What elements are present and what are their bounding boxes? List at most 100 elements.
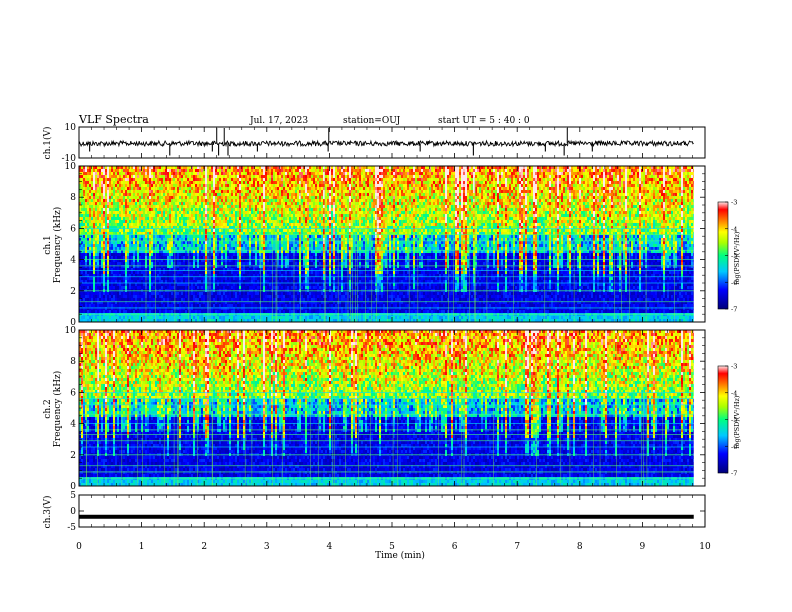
ch1-spectrogram-cell xyxy=(129,250,132,254)
ch1-spectrogram-cell xyxy=(147,301,150,305)
ch1-spectrogram-cell xyxy=(155,277,158,281)
ch1-spectrogram-cell xyxy=(159,235,162,239)
ch1-spectrogram-cell xyxy=(203,196,206,200)
ch1-spectrogram-cell xyxy=(245,316,248,320)
ch1-spectrogram-cell xyxy=(115,244,118,248)
ch1-spectrogram-cell xyxy=(125,247,128,251)
ch1-spectrogram-cell xyxy=(103,286,106,290)
ch1-spectrogram-cell xyxy=(181,298,184,302)
ch1-spectrogram-cell xyxy=(93,244,96,248)
ch1-spectrogram-cell xyxy=(135,220,138,224)
ch1-spectrogram-cell xyxy=(175,166,178,170)
ch1-spectrogram-cell xyxy=(231,184,234,188)
ch1-spectrogram-cell xyxy=(253,244,256,248)
ch1-spectrogram-cell xyxy=(257,262,260,266)
ch1-spectrogram-cell xyxy=(165,244,168,248)
ch1-spectrogram-cell xyxy=(233,262,236,266)
ch1-spectrogram-cell xyxy=(179,232,182,236)
ch1-spectrogram-cell xyxy=(199,259,202,263)
ch1-spectrogram-cell xyxy=(97,217,100,221)
ch1-spectrogram-cell xyxy=(119,283,122,287)
ch1-spectrogram-cell xyxy=(127,184,130,188)
ch1-spectrogram-cell xyxy=(101,262,104,266)
ch1-spectrogram-cell xyxy=(219,283,222,287)
ch1-spectrogram-cell xyxy=(219,298,222,302)
ch1-spectrogram-cell xyxy=(243,259,246,263)
ch1-spectrogram-cell xyxy=(227,307,230,311)
ch1-spectrogram-cell xyxy=(179,190,182,194)
ch1-spectrogram-cell xyxy=(105,256,108,260)
ch1-spectrogram-cell xyxy=(177,241,180,245)
ch1-spectrogram-cell xyxy=(249,250,252,254)
ch1-spectrogram-cell xyxy=(79,319,82,323)
ch1-spectrogram-cell xyxy=(229,244,232,248)
ch1-spectrogram-cell xyxy=(199,316,202,320)
ch1-spectrogram-cell xyxy=(85,271,88,275)
ch1-spectrogram-cell xyxy=(241,280,244,284)
ch1-spectrogram-cell xyxy=(137,298,140,302)
ch1-spectrogram-cell xyxy=(163,271,166,275)
ch1-spectrogram-cell xyxy=(247,235,250,239)
ch1-spectrogram-cell xyxy=(87,301,90,305)
ch1-spectrogram-cell xyxy=(109,250,112,254)
ch1-spectrogram-cell xyxy=(133,241,136,245)
ch1-spectrogram-cell xyxy=(219,310,222,314)
ch1-spectrogram-cell xyxy=(255,229,258,233)
ch1-spectrogram-cell xyxy=(251,277,254,281)
ch1-spectrogram-cell xyxy=(203,199,206,203)
ch1-spectrogram-cell xyxy=(213,238,216,242)
ch1-spectrogram-cell xyxy=(117,316,120,320)
ch1-spectrogram-cell xyxy=(187,304,190,308)
ch1-spectrogram-cell xyxy=(91,247,94,251)
ch1-spectrogram-cell xyxy=(259,280,262,284)
ch1-spectrogram-cell xyxy=(147,184,150,188)
ch1-spectrogram-cell xyxy=(149,181,152,185)
ch1-spectrogram-cell xyxy=(265,190,268,194)
ch1-spectrogram-cell xyxy=(211,217,214,221)
ch1-spectrogram-cell xyxy=(173,217,176,221)
ch1-spectrogram-cell xyxy=(111,313,114,317)
ch1-spectrogram-cell xyxy=(175,304,178,308)
ch1-spectrogram-cell xyxy=(239,205,242,209)
ch1-spectrogram-cell xyxy=(79,193,82,197)
ch1-spectrogram-cell xyxy=(251,178,254,182)
ch1-spectrogram-cell xyxy=(173,262,176,266)
ch1-spectrogram-cell xyxy=(79,223,82,227)
ch1-spectrogram-cell xyxy=(221,268,224,272)
ch1-spectrogram-cell xyxy=(143,316,146,320)
ch1-spectrogram-cell xyxy=(183,250,186,254)
ch1-spectrogram-cell xyxy=(81,310,84,314)
ch1-spectrogram-cell xyxy=(187,292,190,296)
ch1-spectrogram-cell xyxy=(173,259,176,263)
ch1-spectrogram-cell xyxy=(109,193,112,197)
ch1-spectrogram-cell xyxy=(217,307,220,311)
ch1-spectrogram-cell xyxy=(95,199,98,203)
ch1-spectrogram-cell xyxy=(197,280,200,284)
ch1-spectrogram-cell xyxy=(115,274,118,278)
ch1-spectrogram-cell xyxy=(255,301,258,305)
ch1-spectrogram-cell xyxy=(217,196,220,200)
ch1-spectrogram-cell xyxy=(149,319,152,323)
ch1-spectrogram-cell xyxy=(121,271,124,275)
ch1-spectrogram-cell xyxy=(217,208,220,212)
ch1-spectrogram-cell xyxy=(181,310,184,314)
ch1-spectrogram-cell xyxy=(191,220,194,224)
ch1-spectrogram-cell xyxy=(119,313,122,317)
ch1-spectrogram-cell xyxy=(159,271,162,275)
ch1-spectrogram-cell xyxy=(231,232,234,236)
ch1-spectrogram-cell xyxy=(139,202,142,206)
ch1-spectrogram-cell xyxy=(237,202,240,206)
ch1-spectrogram-cell xyxy=(193,208,196,212)
ch1-spectrogram-cell xyxy=(165,184,168,188)
ch1-spectrogram-cell xyxy=(157,313,160,317)
ch1-spectrogram-cell xyxy=(189,223,192,227)
ch1-spectrogram-cell xyxy=(117,220,120,224)
ch1-spectrogram-cell xyxy=(239,310,242,314)
ch1-spectrogram-cell xyxy=(159,250,162,254)
ch1-spectrogram-cell xyxy=(229,283,232,287)
ch1-spectrogram-cell xyxy=(231,241,234,245)
ch1-spectrogram-cell xyxy=(135,229,138,233)
ch1-spectrogram-cell xyxy=(115,184,118,188)
ch1-spectrogram-cell xyxy=(235,172,238,176)
ch1-spectrogram-cell xyxy=(101,271,104,275)
